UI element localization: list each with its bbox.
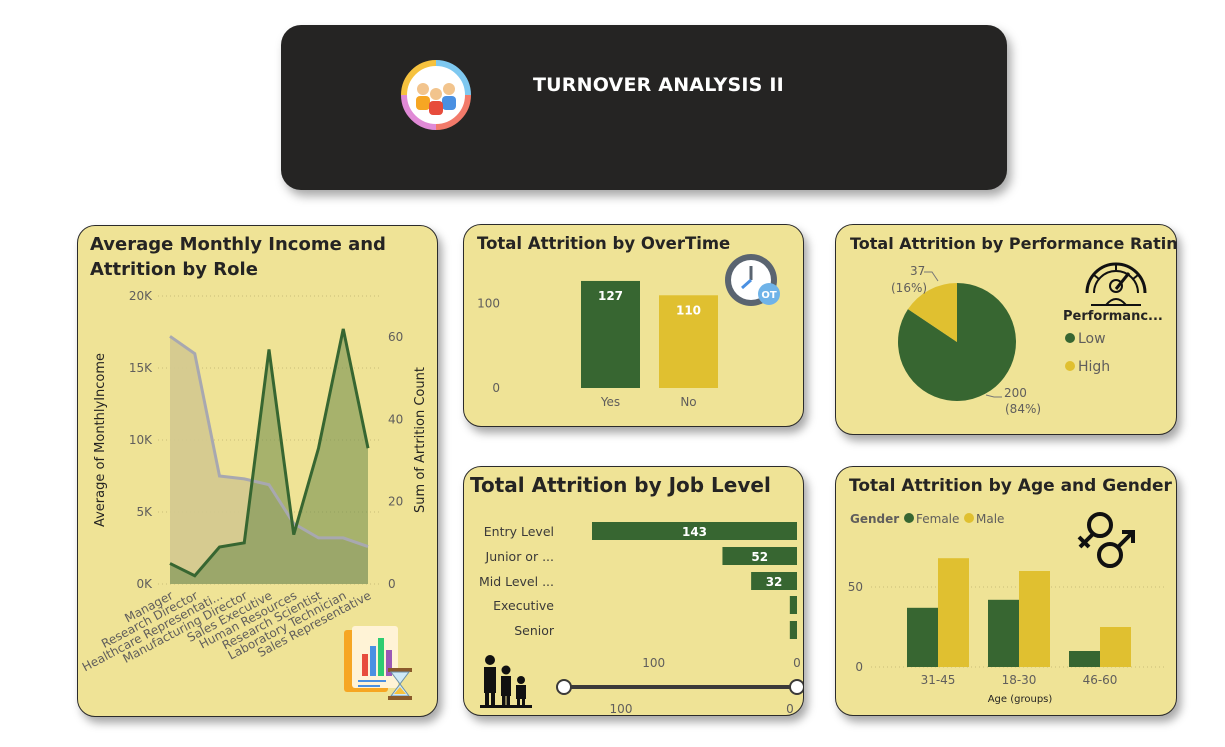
- gender-symbols-icon: [1077, 512, 1135, 568]
- slider-handle-right: [789, 679, 803, 695]
- leader-line: [924, 271, 939, 282]
- job-level-bar: [751, 572, 797, 590]
- age-gender-bar: [1100, 627, 1131, 667]
- x-tick-label: 100: [642, 656, 665, 670]
- overtime-card[interactable]: Total Attrition by OverTime 0 100 127 Yes 11…: [463, 224, 804, 427]
- y-left-tick-label: 10K: [129, 433, 153, 447]
- bar-data-label: 32: [766, 575, 783, 589]
- age-gender-chart: Gender Female Male 0 50 31-45 18-30 46-60 Age (g…: [848, 512, 1166, 705]
- job-level-bar: [722, 547, 797, 565]
- legend-title: Performanc...: [1063, 309, 1163, 324]
- x-category-label: 46-60: [1083, 673, 1118, 687]
- slice-value-label: 200: [1004, 386, 1027, 400]
- y-left-axis-title: Average of MonthlyIncome: [93, 353, 108, 527]
- x-axis-title: Age (groups): [988, 694, 1053, 705]
- y-category-label: Junior or ...: [485, 549, 554, 564]
- x-category-label: No: [680, 395, 696, 409]
- legend-label: High: [1078, 359, 1110, 375]
- bar-data-label: 110: [676, 303, 701, 317]
- overtime-title: Total Attrition by OverTime: [477, 234, 731, 253]
- legend-marker: [904, 513, 914, 523]
- leader-line: [985, 394, 1002, 398]
- overtime-bar: [581, 280, 640, 388]
- income-by-role-title-line1: Average Monthly Income and: [90, 234, 386, 255]
- report-chart-icon: [344, 626, 412, 700]
- age-gender-bar: [938, 558, 969, 667]
- age-gender-bar: [988, 599, 1019, 667]
- y-left-tick-label: 20K: [129, 289, 153, 303]
- y-tick-label: 0: [855, 660, 863, 674]
- overtime-badge-text: OT: [761, 290, 777, 301]
- page-title: TURNOVER ANALYSIS II: [533, 74, 784, 96]
- income-area: [170, 336, 368, 584]
- job-level-title: Total Attrition by Job Level: [470, 473, 771, 497]
- performance-card[interactable]: Total Attrition by Performance Rating 20…: [835, 224, 1177, 435]
- y-tick-label: 100: [477, 297, 500, 311]
- y-category-label: Senior: [514, 623, 555, 638]
- slider-label: 0: [786, 702, 794, 716]
- x-category-label: 18-30: [1002, 673, 1037, 687]
- y-category-label: Entry Level: [484, 524, 554, 539]
- pie-slice: [907, 283, 957, 342]
- y-tick-label: 0: [492, 381, 500, 395]
- y-category-label: Executive: [493, 598, 554, 613]
- y-category-label: Mid Level ...: [479, 574, 554, 589]
- legend-label: Female: [916, 512, 959, 526]
- age-gender-bar: [1069, 651, 1100, 667]
- performance-gauge-icon: [1085, 262, 1147, 306]
- y-tick-label: 50: [848, 580, 863, 594]
- performance-title: Total Attrition by Performance Rating: [850, 234, 1177, 253]
- slider-label: 100: [610, 702, 633, 716]
- slider-handle-left: [556, 679, 572, 695]
- y-left-tick-label: 0K: [136, 577, 153, 591]
- bar-data-label: 127: [598, 289, 623, 303]
- income-by-role-title-line2: Attrition by Role: [90, 259, 258, 280]
- job-level-bar: [789, 621, 797, 639]
- performance-pie-chart: 200 (84%) 37 (16%) Performanc... Low High: [891, 264, 1163, 416]
- y-right-tick-label: 60: [388, 330, 403, 344]
- age-gender-title: Total Attrition by Age and Gender: [849, 476, 1172, 496]
- overtime-bar: [659, 295, 718, 388]
- y-right-tick-label: 40: [388, 412, 403, 426]
- attrition-area: [170, 328, 368, 584]
- y-right-tick-label: 20: [388, 495, 403, 509]
- y-right-tick-label: 0: [388, 577, 396, 591]
- age-gender-bar: [1019, 571, 1050, 667]
- overtime-clock-icon: OT: [725, 254, 780, 306]
- people-hierarchy-icon: [480, 655, 532, 708]
- slice-pct-label: (84%): [1005, 402, 1041, 416]
- x-tick-label: 0: [793, 656, 801, 670]
- legend-title: Gender: [850, 512, 899, 526]
- y-left-tick-label: 5K: [136, 505, 153, 519]
- age-gender-bar: [907, 607, 938, 667]
- age-gender-card[interactable]: Total Attrition by Age and Gender Gender…: [835, 466, 1177, 716]
- legend-marker: [1065, 333, 1075, 343]
- x-category-label: 31-45: [921, 673, 956, 687]
- bar-data-label: 52: [751, 550, 768, 564]
- job-level-bar: [789, 596, 797, 614]
- y-left-tick-label: 15K: [129, 361, 153, 375]
- legend-label: Male: [976, 512, 1004, 526]
- x-category-label: Yes: [600, 395, 620, 409]
- slice-value-label: 37: [910, 264, 925, 278]
- y-right-axis-title: Sum of Artrition Count: [413, 367, 428, 513]
- job-level-bar: [592, 522, 797, 540]
- income-by-role-card[interactable]: Average Monthly Income and Attrition by …: [77, 225, 438, 717]
- job-level-card[interactable]: Total Attrition by Job Level Entry Level…: [463, 466, 804, 716]
- legend-label: Low: [1078, 331, 1106, 347]
- team-logo-icon: [401, 60, 471, 130]
- legend-marker: [1065, 361, 1075, 371]
- header-banner: TURNOVER ANALYSIS II: [281, 25, 1007, 190]
- job-level-chart: Entry Level 143 Junior or ... 52 Mid Level .…: [479, 522, 803, 716]
- slice-pct-label: (16%): [891, 281, 927, 295]
- bar-data-label: 143: [682, 525, 707, 539]
- overtime-chart: 0 100 127 Yes 110 No: [477, 280, 718, 409]
- legend-marker: [964, 513, 974, 523]
